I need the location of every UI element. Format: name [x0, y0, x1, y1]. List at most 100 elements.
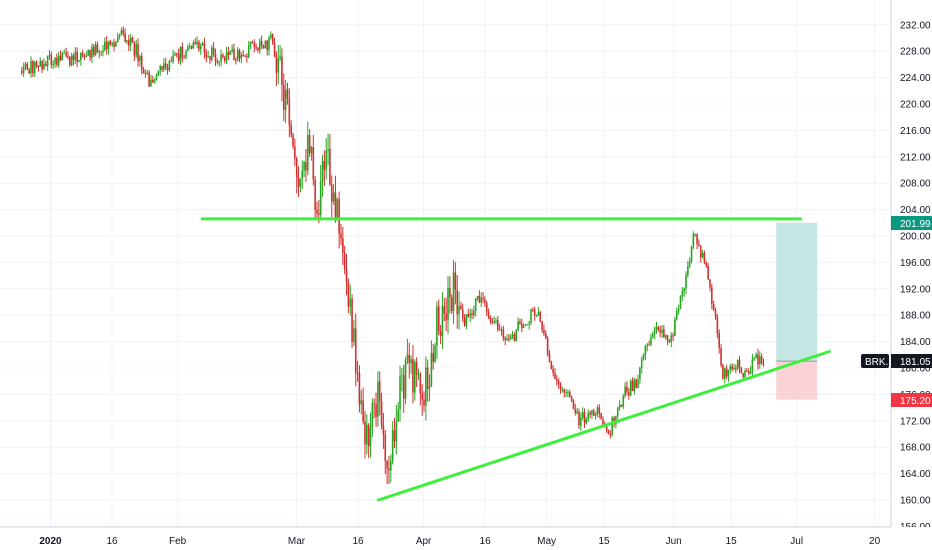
candle-body — [668, 340, 671, 342]
candle-body — [735, 368, 737, 370]
candle-body — [659, 330, 661, 333]
candle-body — [292, 134, 294, 147]
candle-body — [760, 356, 763, 364]
price-tick-label: 196.00 — [900, 258, 931, 269]
candle-body — [353, 328, 355, 342]
candle-body — [439, 331, 442, 336]
candle-body — [642, 354, 645, 359]
candle-body — [170, 61, 173, 63]
candle-body — [390, 461, 392, 471]
candle-body — [37, 65, 40, 67]
candle-body — [742, 373, 744, 377]
candle-body — [430, 352, 433, 387]
candle-body — [329, 149, 331, 185]
candle-body — [526, 324, 529, 326]
candle-body — [437, 306, 440, 332]
candle-body — [611, 417, 613, 435]
candle-body — [85, 55, 88, 57]
candle-body — [683, 288, 685, 292]
candle-body — [155, 75, 158, 81]
candle-body — [714, 310, 717, 318]
last-price-badge — [891, 354, 932, 368]
candle-body — [423, 399, 425, 406]
time-axis[interactable]: 2020 16 Feb Mar 16 Apr 16 May 15 Jun 15 Jul 20 — [39, 536, 880, 547]
candle-body — [759, 356, 761, 365]
support-trendline[interactable] — [377, 350, 831, 502]
candle-body — [517, 321, 519, 330]
candle-body — [738, 359, 741, 369]
candle-body — [635, 379, 637, 388]
candle-body — [48, 54, 51, 57]
candle-body — [762, 363, 765, 365]
candle-body — [270, 34, 272, 38]
candle-body — [198, 41, 200, 50]
candle-body — [711, 287, 713, 304]
candle-body — [436, 306, 438, 346]
candle-body — [67, 55, 69, 57]
candle-body — [305, 162, 307, 171]
candle-body — [157, 70, 160, 76]
candle-body — [474, 298, 477, 311]
position-tool[interactable] — [776, 222, 818, 400]
candle-body — [323, 160, 326, 170]
candle-body — [580, 417, 582, 426]
candle-body — [129, 38, 132, 46]
candle-body — [672, 335, 674, 337]
candle-body — [399, 376, 401, 410]
candle-body — [209, 56, 211, 60]
candle-body — [633, 379, 636, 391]
candle-body — [299, 178, 302, 187]
candle-body — [281, 56, 283, 86]
candle-body — [211, 47, 213, 60]
candle-body — [539, 312, 542, 322]
price-tick-label: 228.00 — [900, 47, 931, 58]
candle-body — [205, 53, 208, 58]
candle-body — [247, 44, 250, 58]
candle-body — [96, 44, 99, 53]
candle-body — [616, 408, 619, 417]
candle-body — [661, 329, 663, 333]
candle-body — [755, 354, 757, 358]
candle-body — [535, 314, 538, 316]
candle-body — [378, 381, 381, 402]
trendlines[interactable] — [200, 217, 831, 502]
candle-body — [367, 424, 370, 447]
candle-body — [550, 362, 553, 370]
candle-body — [273, 43, 276, 57]
candle-body — [413, 361, 416, 393]
candle-body — [425, 367, 427, 406]
time-tick-label: 2020 — [39, 536, 62, 547]
candle-body — [192, 42, 195, 49]
candle-body — [736, 359, 739, 369]
candle-body — [615, 416, 617, 424]
candle-body — [229, 50, 232, 55]
candle-body — [216, 61, 219, 63]
candle-body — [613, 417, 615, 424]
candle-body — [589, 412, 591, 415]
candle-body — [663, 329, 665, 338]
candle-body — [310, 147, 313, 154]
candle-body — [504, 338, 506, 341]
candle-body — [277, 58, 280, 73]
candle-body — [72, 55, 75, 60]
candle-body — [35, 62, 38, 66]
candle-body — [139, 55, 141, 62]
candle-body — [417, 373, 420, 375]
candle-body — [246, 56, 248, 58]
candle-body — [380, 401, 383, 426]
candle-body — [480, 297, 483, 303]
grid-lines — [0, 0, 891, 527]
candle-body — [150, 79, 152, 87]
candle-body — [600, 413, 602, 420]
candle-body — [592, 410, 595, 416]
candle-body — [688, 261, 691, 267]
candle-body — [644, 346, 647, 355]
candle-body — [508, 338, 510, 340]
candle-body — [746, 370, 748, 372]
candle-body — [105, 41, 108, 50]
candle-body — [395, 421, 398, 442]
candle-body — [56, 57, 58, 65]
candle-body — [655, 327, 658, 329]
candle-body — [76, 51, 78, 62]
